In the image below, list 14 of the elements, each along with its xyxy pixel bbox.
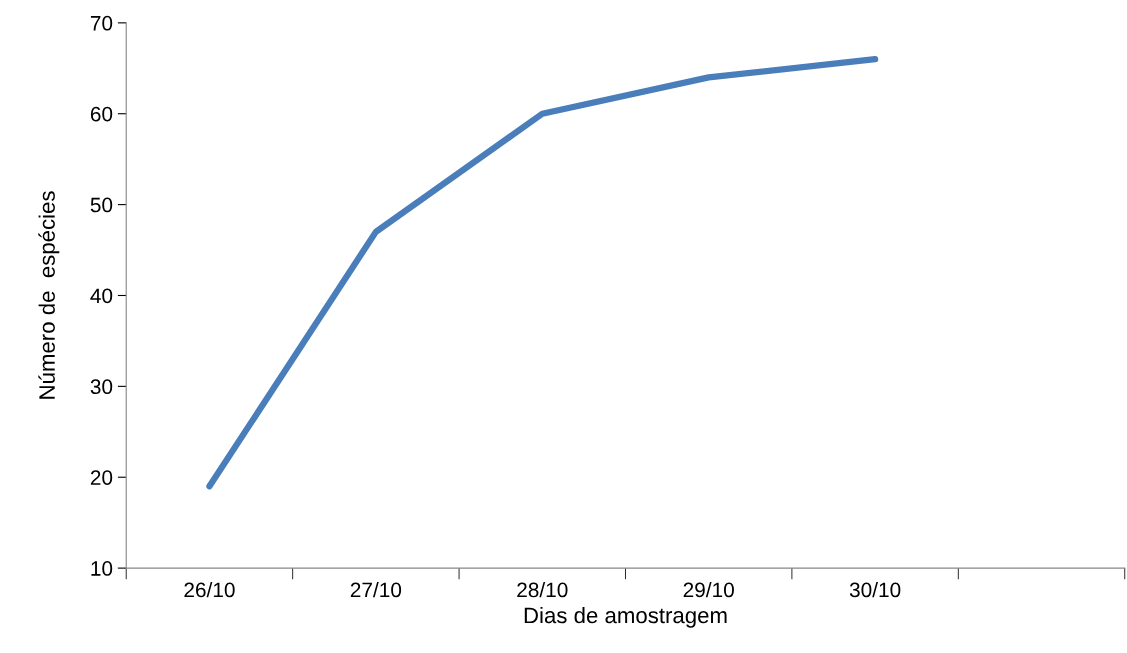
x-tick-label: 30/10 <box>849 582 901 598</box>
x-tick-label: 26/10 <box>184 582 235 598</box>
y-tick-label: 60 <box>90 106 113 122</box>
y-tick-label: 10 <box>91 561 113 576</box>
y-tick-label: 30 <box>90 379 113 395</box>
y-tick-label: 50 <box>90 197 113 213</box>
y-axis-title: Número de espécies <box>38 191 60 399</box>
y-tick-label: 20 <box>90 470 113 485</box>
x-tick-label: 29/10 <box>683 582 734 598</box>
y-tick-label: 70 <box>90 15 113 31</box>
x-tick-label: 28/10 <box>517 582 568 598</box>
y-tick-label: 40 <box>90 288 113 304</box>
x-tick-label: 27/10 <box>350 582 402 598</box>
x-axis-title: Dias de amostragem <box>524 606 727 628</box>
